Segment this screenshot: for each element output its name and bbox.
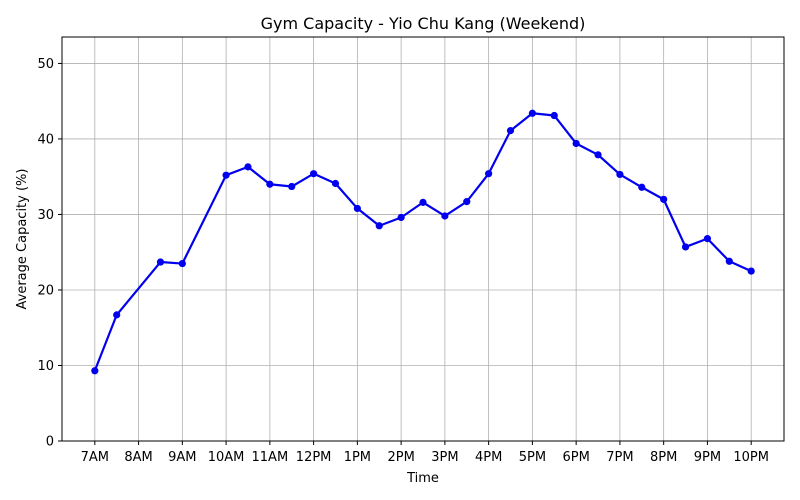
data-point [91, 367, 99, 375]
x-tick-label: 11AM [252, 450, 289, 465]
data-point [113, 311, 121, 319]
y-tick-label: 30 [37, 208, 54, 223]
x-tick-label: 12PM [296, 450, 332, 465]
x-tick-label: 7PM [606, 450, 633, 465]
series-line [93, 112, 752, 372]
data-point [703, 235, 712, 243]
y-axis: 0 10 20 30 40 50 [37, 57, 62, 450]
x-tick-label: 10PM [733, 450, 769, 465]
data-point [681, 243, 690, 251]
data-point [660, 195, 668, 203]
grid-lines [62, 37, 784, 442]
data-point [747, 267, 755, 275]
chart-title: Gym Capacity - Yio Chu Kang (Weekend) [261, 14, 586, 33]
x-tick-label: 8PM [650, 450, 677, 465]
x-tick-label: 9PM [694, 450, 721, 465]
x-tick-label: 5PM [519, 450, 546, 465]
data-point [331, 179, 340, 188]
data-point [528, 109, 536, 117]
y-axis-label: Average Capacity (%) [15, 169, 30, 310]
plot-area-frame [61, 36, 785, 442]
data-point [638, 183, 646, 191]
x-tick-label: 6PM [562, 450, 589, 465]
data-point [178, 259, 186, 268]
data-point [353, 204, 361, 213]
y-tick-label: 40 [37, 132, 54, 147]
data-point [375, 222, 383, 230]
series-layer [91, 109, 755, 375]
y-tick-label: 20 [37, 283, 54, 298]
data-point [156, 258, 165, 266]
x-axis-label: Time [406, 471, 439, 486]
data-point [550, 111, 558, 120]
y-tick-label: 0 [46, 435, 54, 450]
y-tick-label: 10 [37, 359, 54, 374]
data-point [616, 170, 624, 179]
x-tick-label: 10AM [208, 450, 245, 465]
x-tick-label: 2PM [387, 450, 414, 465]
x-axis: 7AM 8AM 9AM 10AM 11AM 12PM 1PM 2PM 3PM 4PM 5PM 6PM 7… [81, 441, 769, 465]
data-point [441, 212, 449, 220]
data-point [222, 171, 230, 179]
data-point [397, 213, 405, 222]
data-point [288, 182, 296, 191]
y-tick-label: 50 [37, 57, 54, 72]
x-tick-label: 7AM [81, 450, 109, 465]
data-point [572, 139, 580, 148]
x-tick-label: 9AM [168, 450, 196, 465]
data-point [594, 151, 602, 159]
x-tick-label: 3PM [431, 450, 458, 465]
data-point [266, 180, 274, 188]
data-point [506, 127, 515, 135]
x-tick-label: 8AM [124, 450, 152, 465]
x-tick-label: 1PM [344, 450, 371, 465]
data-point [485, 170, 493, 178]
data-point [419, 198, 427, 206]
x-tick-label: 4PM [475, 450, 502, 465]
data-point [310, 170, 318, 178]
data-point [463, 198, 471, 206]
data-point [244, 163, 252, 171]
data-point [725, 257, 733, 265]
